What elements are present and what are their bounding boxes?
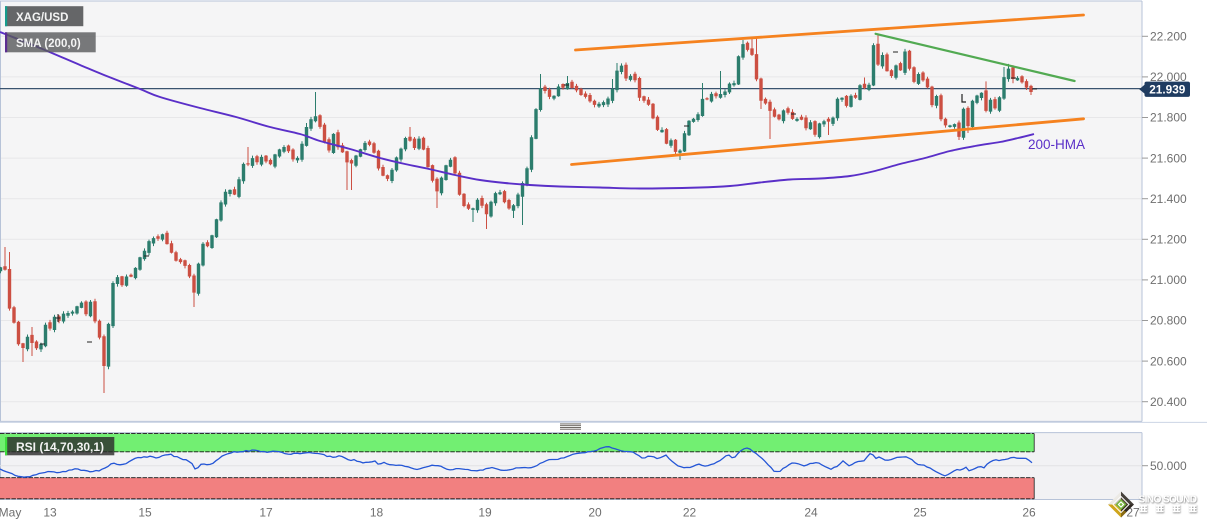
svg-text:22: 22 xyxy=(683,506,697,520)
svg-text:19: 19 xyxy=(478,506,492,520)
svg-text:20.800: 20.800 xyxy=(1150,314,1187,328)
svg-text:21.600: 21.600 xyxy=(1150,151,1187,165)
svg-text:SMA (200,0): SMA (200,0) xyxy=(16,38,81,50)
svg-text:20: 20 xyxy=(588,506,602,520)
svg-text:20.400: 20.400 xyxy=(1150,395,1187,409)
svg-text:26: 26 xyxy=(1022,506,1036,520)
svg-text:13: 13 xyxy=(43,506,57,520)
svg-text:17: 17 xyxy=(259,506,273,520)
svg-text:18: 18 xyxy=(370,506,384,520)
svg-text:21.000: 21.000 xyxy=(1150,273,1187,287)
svg-text:24: 24 xyxy=(804,506,818,520)
svg-text:200-HMA: 200-HMA xyxy=(1028,137,1085,152)
svg-text:21.939: 21.939 xyxy=(1149,82,1186,96)
svg-text:May: May xyxy=(0,506,21,520)
svg-text:SINO SOUND: SINO SOUND xyxy=(1139,495,1198,506)
svg-text:25: 25 xyxy=(913,506,927,520)
svg-text:22.000: 22.000 xyxy=(1150,70,1187,84)
svg-text:XAG/USD: XAG/USD xyxy=(16,12,68,24)
svg-text:20.600: 20.600 xyxy=(1150,354,1187,368)
svg-text:50.000: 50.000 xyxy=(1150,459,1187,473)
svg-text:21.800: 21.800 xyxy=(1150,111,1187,125)
svg-text:21.400: 21.400 xyxy=(1150,192,1187,206)
svg-text:RSI (14,70,30,1): RSI (14,70,30,1) xyxy=(16,440,104,454)
svg-text:27: 27 xyxy=(1126,506,1140,520)
svg-text:21.200: 21.200 xyxy=(1150,233,1187,247)
svg-text:15: 15 xyxy=(138,506,152,520)
svg-text:22.200: 22.200 xyxy=(1150,30,1187,44)
